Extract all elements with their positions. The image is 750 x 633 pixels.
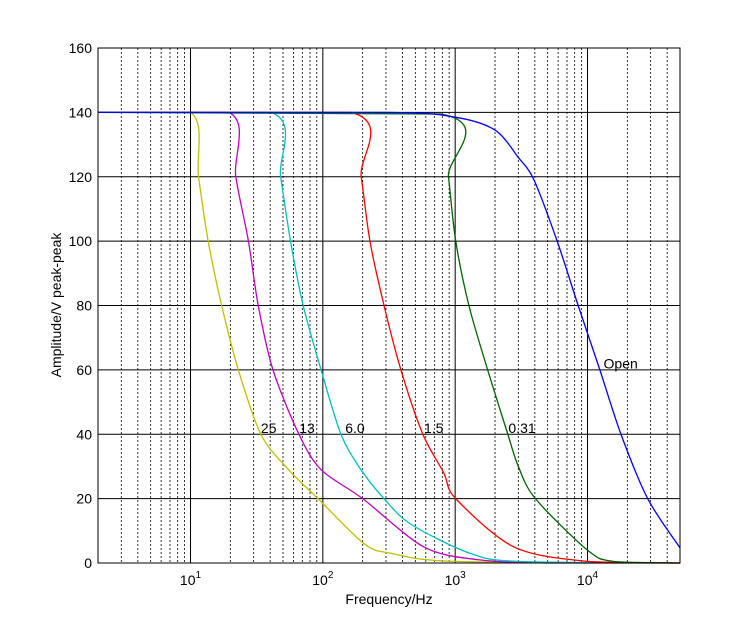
curves: [97, 111, 681, 564]
x-tick-labels: 101 102 103 104: [180, 570, 599, 588]
series-line-1-5: [98, 111, 681, 564]
x-tick-base: 10: [577, 572, 593, 588]
curve-labels: 25 13 6.0 1.5 0.31 Open: [261, 355, 638, 435]
y-axis-label: Amplitude/V peak-peak: [48, 232, 64, 378]
series-line-0-31: [97, 111, 681, 564]
x-tick-exponent: 2: [328, 570, 334, 581]
series-line-13: [98, 111, 680, 564]
y-tick-label: 100: [69, 233, 93, 249]
x-tick-exponent: 3: [460, 570, 466, 581]
x-tick-label: 101: [180, 570, 202, 588]
y-tick-label: 40: [76, 426, 92, 442]
grid: [98, 47, 680, 564]
x-tick-exponent: 1: [196, 570, 202, 581]
y-tick-label: 0: [84, 555, 92, 571]
curve-label: 6.0: [345, 420, 365, 436]
y-tick-label: 160: [69, 40, 93, 56]
y-tick-label: 120: [69, 169, 93, 185]
curve-label: 25: [261, 420, 277, 436]
x-tick-exponent: 4: [593, 570, 599, 581]
x-tick-label: 102: [312, 570, 334, 588]
curve-label: 1.5: [424, 420, 444, 436]
y-tick-labels: 0 20 40 60 80 100 120 140 160: [69, 40, 93, 571]
y-tick-label: 20: [76, 491, 92, 507]
x-tick-label: 104: [577, 570, 599, 588]
y-tick-label: 140: [69, 104, 93, 120]
y-tick-label: 80: [76, 298, 92, 314]
curve-label: Open: [604, 355, 638, 371]
y-tick-label: 60: [76, 362, 92, 378]
series-line-6-0: [98, 111, 681, 564]
x-tick-base: 10: [180, 572, 196, 588]
x-tick-base: 10: [445, 572, 461, 588]
x-tick-base: 10: [312, 572, 328, 588]
x-axis-label: Frequency/Hz: [345, 591, 432, 607]
series-line-25: [98, 111, 681, 564]
curve-label: 0.31: [508, 420, 535, 436]
series-line-open: [98, 111, 681, 549]
plot-frame: [97, 47, 681, 564]
curve-label: 13: [299, 420, 315, 436]
x-tick-label: 103: [445, 570, 467, 588]
